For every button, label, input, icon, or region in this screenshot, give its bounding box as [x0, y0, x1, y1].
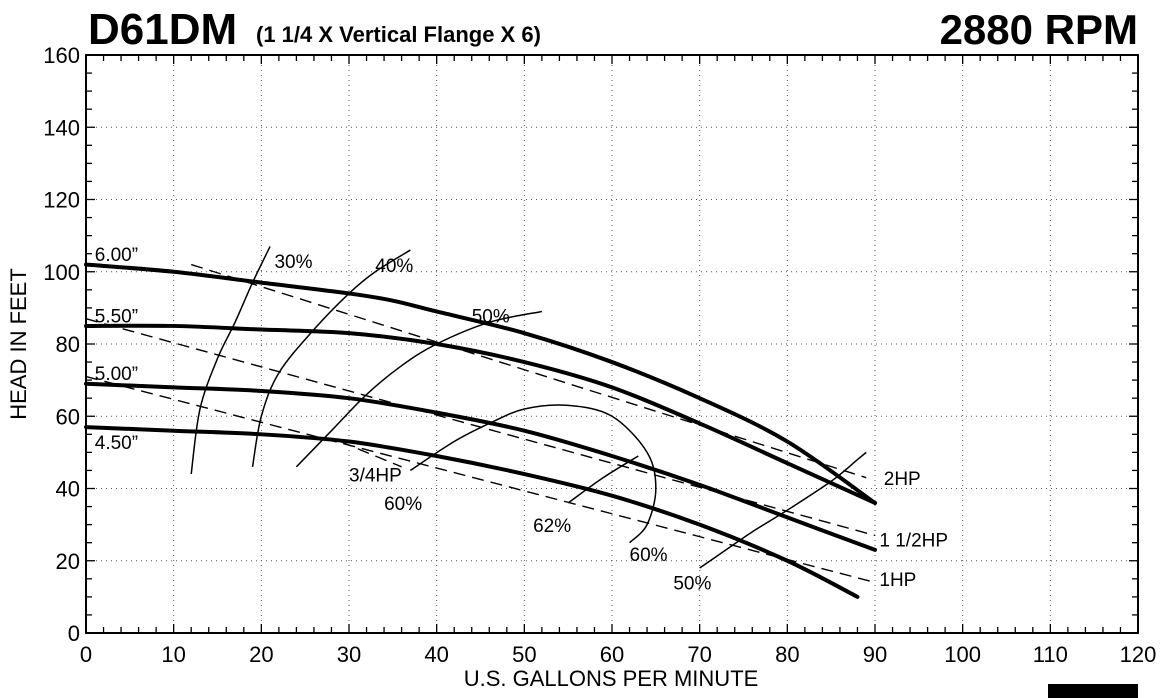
- impeller-curves: [84, 262, 877, 599]
- y-tick-label: 140: [43, 115, 80, 140]
- annotation-6-00-0: 6.00”: [95, 245, 138, 266]
- x-tick-label: 120: [1120, 642, 1157, 667]
- y-axis-label: HEAD IN FEET: [6, 268, 31, 420]
- hp-line-3-4hp: [339, 440, 402, 468]
- x-tick-label: 90: [863, 642, 887, 667]
- x-tick-label: 70: [687, 642, 711, 667]
- x-tick-label: 0: [80, 642, 92, 667]
- x-tick-label: 50: [512, 642, 536, 667]
- y-axis-tick-labels: 0 20 40 60 80 100 120 140 160: [43, 43, 80, 646]
- annotation-50-6: 50%: [472, 306, 510, 327]
- annotation-60-8: 60%: [384, 494, 422, 515]
- efficiency-curve-50-5: [699, 451, 867, 569]
- curve-annotations: 6.00” 5.50” 5.00” 4.50” 30% 40% 50% 3/4HP 60% 62%…: [95, 245, 948, 595]
- annotation-5-50-1: 5.50”: [95, 306, 138, 327]
- annotation-3-4hp-7: 3/4HP: [349, 465, 402, 486]
- efficiency-curve-62-4: [567, 455, 639, 504]
- x-tick-label: 60: [600, 642, 624, 667]
- y-tick-label: 60: [56, 404, 80, 429]
- x-tick-label: 110: [1033, 642, 1068, 667]
- annotation-1hp-14: 1HP: [879, 570, 916, 591]
- y-tick-label: 0: [68, 621, 80, 646]
- chart-title: D61DM: [88, 5, 237, 54]
- hp-line-1hp: [85, 375, 876, 584]
- x-axis-tick-labels: 0 10 20 30 40 50 60 70 80 90 100 110 120: [80, 642, 1156, 667]
- y-tick-label: 120: [43, 188, 80, 213]
- y-tick-label: 160: [43, 43, 80, 68]
- y-tick-label: 40: [56, 477, 80, 502]
- x-axis-label: U.S. GALLONS PER MINUTE: [464, 666, 759, 691]
- annotation-40-5: 40%: [375, 256, 413, 277]
- corner-block: [1048, 684, 1138, 698]
- annotation-50-11: 50%: [673, 574, 711, 595]
- x-tick-label: 20: [249, 642, 273, 667]
- annotation-60-10: 60%: [630, 545, 668, 566]
- grid: [86, 55, 1138, 633]
- x-tick-label: 40: [424, 642, 448, 667]
- annotation-4-50-3: 4.50”: [95, 433, 138, 454]
- hp-line-2hp: [190, 263, 867, 479]
- annotation-62-9: 62%: [533, 516, 571, 537]
- impeller-curve-4-50: [84, 425, 860, 599]
- axis-minor-ticks: [86, 55, 1138, 633]
- y-tick-label: 20: [56, 549, 80, 574]
- impeller-curve-5-50: [84, 323, 877, 505]
- annotation-2hp-12: 2HP: [884, 469, 921, 490]
- chart-subtitle: (1 1/4 X Vertical Flange X 6): [256, 22, 541, 47]
- x-tick-label: 10: [161, 642, 185, 667]
- impeller-curve-6-00: [84, 262, 877, 505]
- annotation-1-1-2hp-13: 1 1/2HP: [879, 530, 948, 551]
- efficiency-curve-50-2: [295, 310, 543, 468]
- speed-label: 2880 RPM: [940, 6, 1138, 53]
- efficiency-curves: [190, 246, 867, 569]
- annotation-5-00-2: 5.00”: [95, 364, 138, 385]
- x-tick-label: 30: [337, 642, 361, 667]
- annotation-30-4: 30%: [274, 252, 312, 273]
- impeller-curve-5-00: [84, 381, 877, 552]
- y-tick-label: 100: [43, 260, 80, 285]
- x-tick-label: 100: [944, 642, 981, 667]
- x-tick-label: 80: [775, 642, 799, 667]
- y-tick-label: 80: [56, 332, 80, 357]
